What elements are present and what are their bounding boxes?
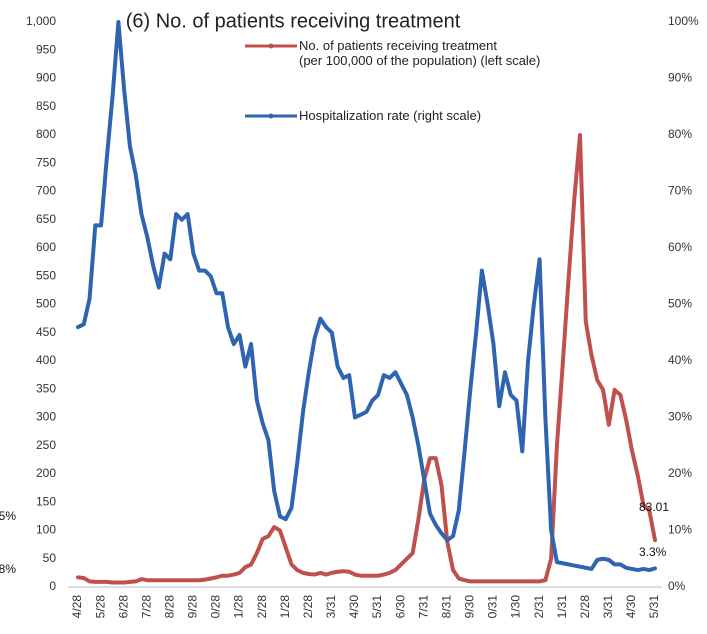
x-tick-label: 1/28 (278, 595, 292, 619)
x-tick-label: 2/28 (301, 595, 315, 619)
legend-marker (268, 43, 274, 49)
y-tick-label: 900 (36, 71, 56, 85)
y-tick-label: 700 (36, 184, 56, 198)
y2-tick-label: 20% (668, 466, 692, 480)
y-tick-label: 300 (36, 410, 56, 424)
x-tick-label: 5/31 (647, 595, 661, 619)
x-tick-label: 2/31 (532, 595, 546, 619)
x-tick-label: 3/31 (324, 595, 338, 619)
y-tick-label: 400 (36, 353, 56, 367)
y2-tick-label: 50% (668, 297, 692, 311)
y-tick-label: 1,000 (26, 14, 56, 28)
y2-tick-label: 70% (668, 184, 692, 198)
series-line (76, 20, 657, 573)
y-tick-label: 850 (36, 99, 56, 113)
x-tick-label: 0/31 (486, 595, 500, 619)
y-tick-label: 150 (36, 494, 56, 508)
y-tick-label: 350 (36, 381, 56, 395)
x-tick-label: 8/28 (162, 595, 176, 619)
x-tick-label: 2/28 (255, 595, 269, 619)
x-tick-label: 1/31 (555, 595, 569, 619)
legend-label: No. of patients receiving treatment (per… (299, 38, 541, 68)
x-tick-label: 3/31 (601, 595, 615, 619)
y2-tick-label: 40% (668, 353, 692, 367)
y-tick-label: 800 (36, 127, 56, 141)
chart-title: (6) No. of patients receiving treatment (126, 10, 461, 32)
legend-marker (268, 113, 274, 119)
x-tick-label: 0/28 (209, 595, 223, 619)
x-tick-label: 4/30 (624, 595, 638, 619)
y2-tick-label: 10% (668, 523, 692, 537)
y-tick-label: 500 (36, 297, 56, 311)
x-tick-label: 6/30 (393, 595, 407, 619)
y2-tick-label: 90% (668, 71, 692, 85)
y-tick-label: 100 (36, 523, 56, 537)
series-line (76, 133, 657, 585)
y-tick-label: 650 (36, 212, 56, 226)
y-tick-label: 450 (36, 325, 56, 339)
y-tick-label: 750 (36, 155, 56, 169)
annotation: 5% (0, 509, 16, 523)
x-tick-label: 7/28 (139, 595, 153, 619)
y-tick-label: 600 (36, 240, 56, 254)
y-tick-label: 200 (36, 466, 56, 480)
y2-tick-label: 30% (668, 410, 692, 424)
x-tick-label: 9/30 (463, 595, 477, 619)
x-tick-label: 4/30 (347, 595, 361, 619)
x-tick-label: 6/28 (116, 595, 130, 619)
x-tick-label: 9/28 (186, 595, 200, 619)
x-tick-label: 8/31 (439, 595, 453, 619)
x-tick-label: 7/31 (416, 595, 430, 619)
y-tick-label: 250 (36, 438, 56, 452)
annotation: 3.3% (639, 545, 667, 559)
y2-tick-label: 0% (668, 579, 686, 593)
y2-tick-label: 80% (668, 127, 692, 141)
x-tick-label: 1/28 (232, 595, 246, 619)
annotation: 83.01 (639, 500, 669, 514)
y-tick-label: 550 (36, 268, 56, 282)
x-tick-label: 5/28 (93, 595, 107, 619)
x-tick-label: 4/28 (70, 595, 84, 619)
x-tick-label: 2/28 (578, 595, 592, 619)
x-tick-label: 5/31 (370, 595, 384, 619)
y-tick-label: 950 (36, 42, 56, 56)
x-tick-label: 1/30 (509, 595, 523, 619)
y2-tick-label: 100% (668, 14, 699, 28)
y-tick-label: 50 (43, 551, 57, 565)
annotation: 8% (0, 562, 16, 576)
legend-label: Hospitalization rate (right scale) (299, 108, 482, 123)
y2-tick-label: 60% (668, 240, 692, 254)
y-tick-label: 0 (49, 579, 56, 593)
